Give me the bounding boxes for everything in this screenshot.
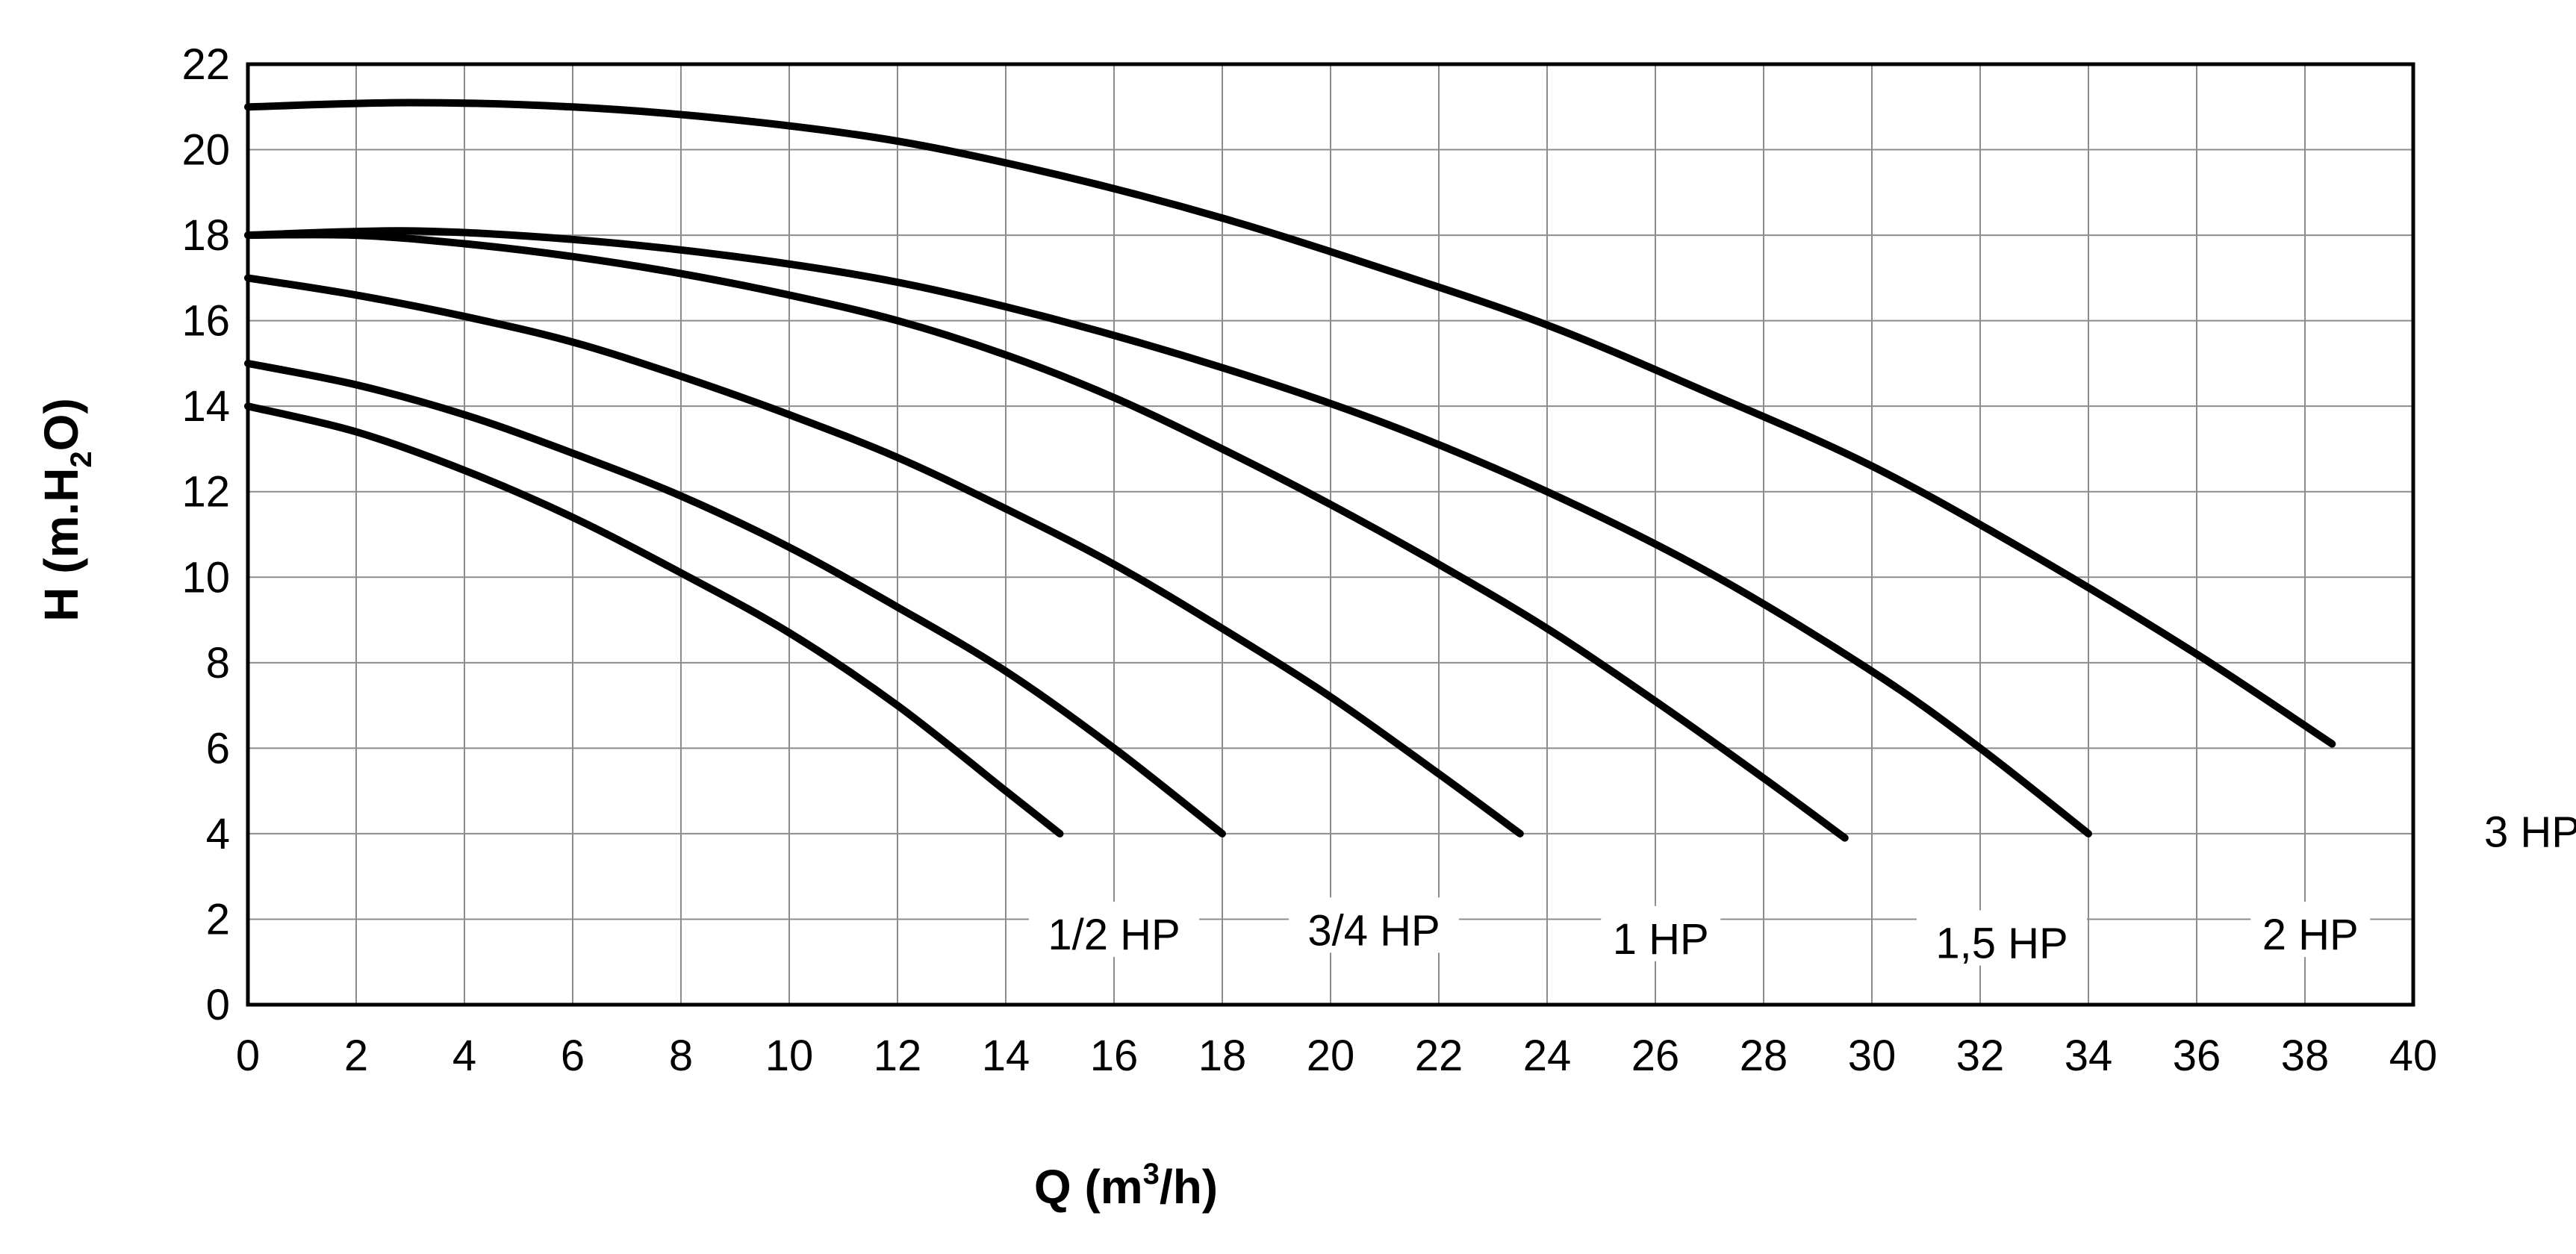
y-tick-label: 20	[181, 126, 230, 175]
y-tick-label: 8	[206, 639, 230, 687]
x-tick-label: 2	[344, 1032, 368, 1080]
x-tick-label: 32	[1956, 1032, 2005, 1080]
x-tick-label: 16	[1090, 1032, 1139, 1080]
y-tick-labels: 0 2 4 6 8 10 12 14 16 18 20 22	[181, 40, 230, 1029]
x-tick-label: 0	[236, 1032, 260, 1080]
y-tick-label: 18	[181, 211, 230, 260]
y-tick-label: 22	[181, 40, 230, 89]
y-tick-label: 4	[206, 810, 230, 858]
x-tick-label: 20	[1307, 1032, 1355, 1080]
x-tick-label: 30	[1848, 1032, 1897, 1080]
curve-2-hp	[244, 227, 2092, 837]
x-tick-label: 22	[1415, 1032, 1463, 1080]
curve-1-2-hp	[244, 402, 1064, 837]
curve-1-hp	[244, 274, 1524, 837]
y-tick-label: 12	[181, 468, 230, 517]
series-label-bg	[1917, 910, 2087, 966]
series-label-3-hp: 3 HP	[2484, 808, 2576, 857]
x-tick-label: 6	[561, 1032, 585, 1080]
y-axis-title: H (m.H2O)	[34, 398, 98, 622]
y-tick-label: 6	[206, 724, 230, 773]
y-tick-label: 10	[181, 553, 230, 602]
curve-1-5-hp	[244, 231, 1849, 842]
x-tick-label: 12	[874, 1032, 922, 1080]
curve-3-4-hp	[244, 359, 1226, 837]
series-label-bg	[1601, 905, 1721, 961]
x-tick-label: 36	[2173, 1032, 2221, 1080]
x-tick-label: 8	[669, 1032, 693, 1080]
series-label-3-4-hp: 3/4 HP	[1307, 906, 1440, 955]
series-label-1-2-hp: 1/2 HP	[1048, 911, 1180, 959]
plot-frame	[246, 62, 2415, 1007]
y-tick-label: 16	[181, 297, 230, 346]
series-curves	[244, 99, 2336, 842]
series-labels: 1/2 HP 3/4 HP 1 HP 1,5 HP 2 HP 3 HP	[1029, 799, 2576, 968]
series-label-bg	[2250, 902, 2371, 958]
x-tick-label: 40	[2389, 1032, 2438, 1080]
y-tick-label: 14	[181, 382, 230, 431]
x-tick-label: 38	[2281, 1032, 2330, 1080]
grid-lines	[247, 63, 2414, 1005]
series-label-bg	[2472, 799, 2576, 855]
x-tick-label: 10	[765, 1032, 814, 1080]
series-label-bg	[1029, 902, 1199, 958]
x-axis-title: Q (m3/h)	[1034, 1158, 1218, 1214]
series-label-2-hp: 2 HP	[2262, 911, 2359, 959]
series-label-1-hp: 1 HP	[1613, 915, 1709, 964]
x-tick-label: 14	[982, 1032, 1030, 1080]
x-tick-labels: 0 2 4 6 8 10 12 14 16 18 20 22 24 26 28 30 32 34 36 38 40	[236, 1032, 2437, 1080]
x-tick-label: 28	[1740, 1032, 1788, 1080]
x-tick-label: 34	[2065, 1032, 2113, 1080]
series-label-bg	[1289, 897, 1459, 953]
y-tick-label: 2	[206, 895, 230, 943]
x-tick-label: 4	[452, 1032, 476, 1080]
series-label-1-5-hp: 1,5 HP	[1935, 920, 2068, 968]
x-tick-label: 18	[1198, 1032, 1247, 1080]
curve-3-hp	[244, 99, 2336, 748]
y-tick-label: 0	[206, 981, 230, 1029]
x-tick-label: 26	[1631, 1032, 1680, 1080]
x-tick-label: 24	[1523, 1032, 1572, 1080]
